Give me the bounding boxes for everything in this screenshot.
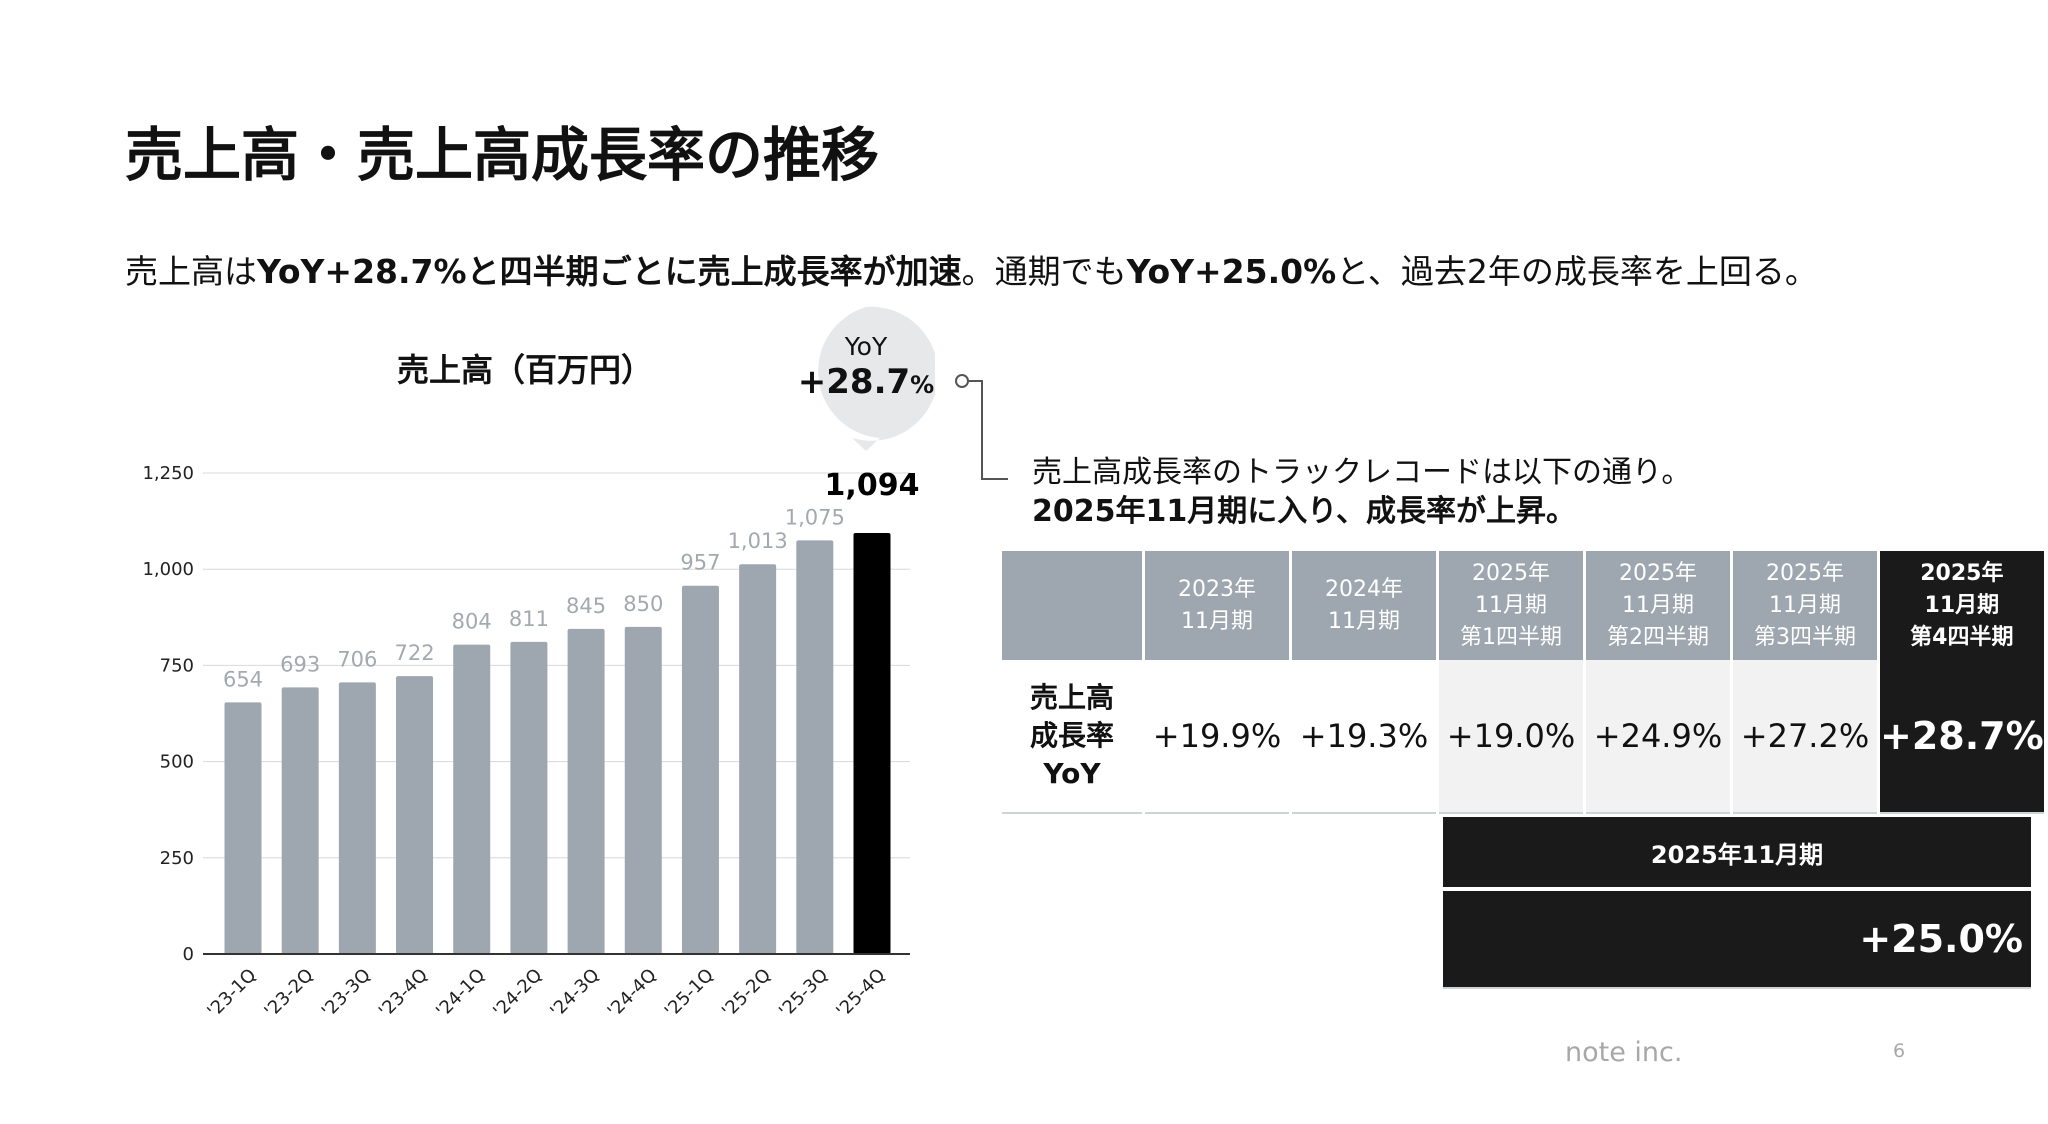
table-cell: +19.3%: [1292, 660, 1436, 814]
lead-part: 売上高は: [125, 252, 257, 291]
bar: [681, 585, 719, 954]
table-header-row: 2023年 11月期 2024年 11月期 2025年 11月期 第1四半期 2…: [1002, 551, 2044, 660]
footer-brand: note inc.: [1565, 1037, 1683, 1068]
data-label: 722: [394, 641, 434, 665]
bubble-shape: [818, 306, 935, 451]
bar-chart: 0 250 500 750 1,000 1,250 654 '23-1Q 693 '23-2Q 70…: [142, 463, 920, 1022]
bar: [396, 676, 434, 954]
y-tick-label: 750: [160, 655, 194, 676]
table-header-cell: [1002, 551, 1142, 660]
x-tick-label: '25-2Q: [718, 965, 775, 1022]
bar: [739, 564, 777, 954]
table-header-cell-highlight: 2025年 11月期 第4四半期: [1880, 551, 2044, 660]
table-header-cell: 2025年 11月期 第3四半期: [1733, 551, 1877, 660]
table-header-cell: 2023年 11月期: [1145, 551, 1289, 660]
x-tick-label: '24-4Q: [604, 965, 661, 1022]
table-row-label: 売上高 成長率 YoY: [1002, 660, 1142, 814]
y-tick-label: 250: [160, 848, 194, 869]
y-tick-label: 1,000: [142, 559, 194, 580]
fiscal-year-label: 2025年11月期: [1443, 817, 2031, 887]
data-label: 845: [566, 594, 606, 618]
data-label: 804: [452, 610, 492, 634]
x-tick-label: '24-2Q: [489, 965, 546, 1022]
lead-part: と、過去2年の成長率を上回る。: [1336, 252, 1818, 291]
chart-title: 売上高（百万円）: [396, 351, 653, 389]
bar: [796, 540, 834, 954]
bar: [338, 682, 376, 954]
x-tick-label: '23-3Q: [318, 965, 375, 1022]
growth-table: 2023年 11月期 2024年 11月期 2025年 11月期 第1四半期 2…: [999, 551, 2047, 814]
data-label: 850: [623, 592, 663, 616]
bar: [853, 533, 891, 954]
note-line-1: 売上高成長率のトラックレコードは以下の通り。: [1032, 455, 1692, 490]
data-label: 1,094: [825, 468, 920, 503]
table-header-cell: 2025年 11月期 第1四半期: [1439, 551, 1583, 660]
bar: [510, 641, 548, 954]
lead-text: 売上高はYoY+28.7%と四半期ごとに売上成長率が加速。通期でもYoY+25.…: [125, 245, 1818, 293]
data-label: 957: [680, 551, 720, 575]
y-tick-label: 1,250: [142, 463, 194, 484]
bubble-value: +28.7%: [797, 362, 935, 402]
yoy-bubble: [818, 306, 935, 451]
data-label: 654: [223, 667, 263, 691]
x-tick-label: '25-4Q: [832, 965, 889, 1022]
page-title: 売上高・売上高成長率の推移: [125, 121, 880, 189]
x-tick-label: '23-4Q: [375, 965, 432, 1022]
bubble-value-unit: %: [910, 371, 935, 399]
table-cell: +27.2%: [1733, 660, 1877, 814]
bubble-label: YoY: [844, 332, 888, 361]
data-label: 693: [280, 652, 320, 676]
bar: [453, 644, 491, 954]
x-tick-label: '23-2Q: [260, 965, 317, 1022]
table-row: 売上高 成長率 YoY +19.9% +19.3% +19.0% +24.9% …: [1002, 660, 2044, 814]
data-label: 811: [509, 607, 549, 631]
data-label: 1,075: [785, 505, 845, 529]
table-header-cell: 2024年 11月期: [1292, 551, 1436, 660]
data-label: 706: [337, 647, 377, 671]
bar: [567, 628, 605, 954]
data-label: 1,013: [728, 529, 788, 553]
lead-emphasis: YoY+25.0%: [1126, 252, 1337, 291]
x-tick-label: '24-1Q: [432, 965, 489, 1022]
bar: [624, 626, 662, 954]
table-header-cell: 2025年 11月期 第2四半期: [1586, 551, 1730, 660]
bar: [281, 687, 319, 954]
x-tick-label: '25-3Q: [775, 965, 832, 1022]
page-number: 6: [1893, 1040, 1906, 1062]
note-line-2: 2025年11月期に入り、成長率が上昇。: [1032, 494, 1577, 529]
bar: [224, 702, 262, 954]
table-cell: +19.9%: [1145, 660, 1289, 814]
lead-emphasis: YoY+28.7%と四半期ごとに売上成長率が加速: [257, 252, 962, 291]
table-cell: +19.0%: [1439, 660, 1583, 814]
fiscal-year-value: +25.0%: [1443, 891, 2031, 989]
x-tick-label: '25-1Q: [661, 965, 718, 1022]
y-tick-label: 500: [160, 752, 194, 773]
y-tick-label: 0: [183, 944, 194, 965]
lead-part: 。通期でも: [961, 252, 1127, 291]
x-tick-label: '24-3Q: [546, 965, 603, 1022]
connector-line: [955, 374, 1008, 480]
table-cell: +24.9%: [1586, 660, 1730, 814]
bubble-value-number: +28.7: [797, 362, 911, 402]
x-tick-label: '23-1Q: [203, 965, 260, 1022]
table-cell-highlight: +28.7%: [1880, 660, 2044, 814]
